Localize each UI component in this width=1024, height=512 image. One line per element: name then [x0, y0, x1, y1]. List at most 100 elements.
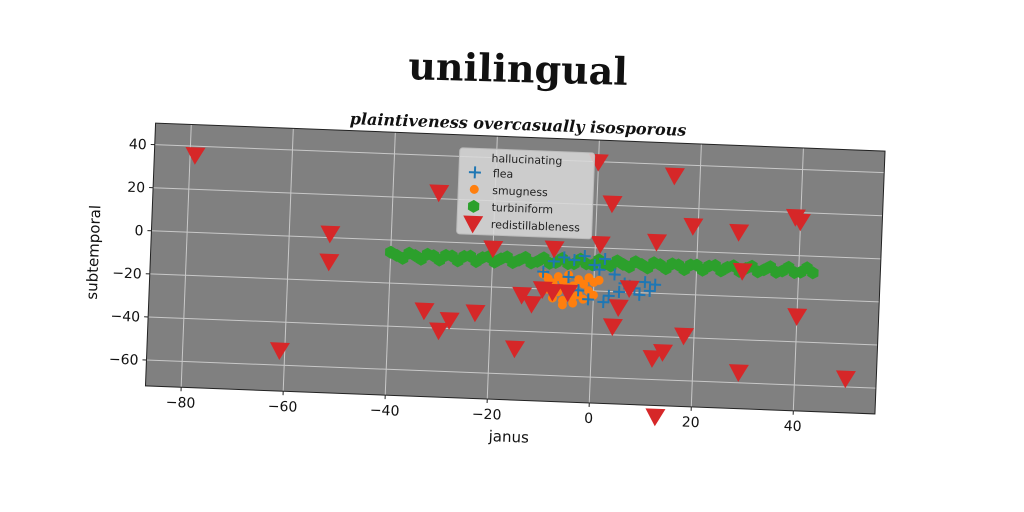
- axes-group: −80 −60 −40 −20 0 20 40 40 20 0 −20 −40 −60 janus s…: [83, 122, 886, 447]
- legend-label-turbiniform: turbiniform: [491, 201, 553, 216]
- y-tick-label: 20: [127, 180, 145, 197]
- flea-point: [537, 265, 550, 278]
- grid-lines: [146, 124, 885, 411]
- flea-point: [582, 293, 595, 306]
- flea-point: [568, 253, 581, 267]
- redistillableness-point: [319, 253, 340, 272]
- flea-point: [597, 296, 610, 309]
- legend-box: [456, 147, 596, 240]
- x-tick-label: −20: [472, 406, 502, 423]
- flea-point: [598, 252, 612, 266]
- y-tick-label: 40: [129, 137, 147, 154]
- flea-point: [602, 289, 615, 302]
- legend-marker-smugness: [469, 184, 479, 194]
- series-redistillableness: [185, 146, 856, 427]
- series-smugness: [538, 269, 604, 310]
- legend-entry-redistillableness: redistillableness: [463, 215, 581, 234]
- y-tick-label: −20: [112, 265, 142, 282]
- redistillableness-point: [790, 213, 811, 232]
- redistillableness-point: [505, 340, 526, 359]
- redistillableness-point: [619, 280, 640, 298]
- legend-entry-flea: flea: [468, 166, 514, 181]
- flea-point: [608, 268, 621, 281]
- plot-frame: [144, 122, 886, 415]
- y-axis-label: subtemporal: [83, 205, 105, 300]
- turbiniform-point: [807, 266, 819, 280]
- redistillableness-point: [645, 408, 666, 427]
- redistillableness-point: [320, 225, 341, 244]
- x-tick-label: −60: [268, 399, 298, 416]
- redistillableness-point: [185, 146, 206, 165]
- redistillableness-point: [664, 167, 685, 186]
- flea-point: [649, 278, 662, 291]
- redistillableness-point: [642, 350, 663, 368]
- legend-label-redistillableness: redistillableness: [491, 218, 581, 234]
- legend-entry-turbiniform: turbiniform: [467, 199, 553, 216]
- redistillableness-point: [542, 283, 563, 302]
- redistillableness-point: [414, 302, 435, 321]
- redistillableness-point: [269, 342, 290, 361]
- redistillableness-point: [465, 304, 486, 323]
- flea-point: [578, 250, 591, 263]
- redistillableness-point: [429, 322, 450, 341]
- y-grid-line: [148, 316, 878, 346]
- smugness-point: [594, 275, 604, 285]
- redistillableness-point: [647, 233, 668, 252]
- x-grid-line: [792, 147, 804, 411]
- redistillableness-point: [439, 312, 460, 330]
- chart-title: unilingual: [408, 43, 629, 94]
- legend-label-smugness: smugness: [492, 184, 548, 199]
- y-tick-label: −60: [109, 352, 139, 369]
- redistillableness-point: [732, 262, 753, 281]
- flea-point: [633, 288, 646, 301]
- flea-point: [613, 285, 626, 298]
- x-tick-label: 40: [783, 418, 801, 435]
- y-grid-line: [146, 359, 876, 389]
- legend-entries: flea smugness turbiniform redistillablen…: [463, 166, 581, 234]
- legend-marker-turbiniform: [467, 199, 480, 213]
- legend-marker-redistillableness: [463, 215, 484, 234]
- x-tick-labels: −80 −60 −40 −20 0 20 40: [165, 387, 802, 435]
- legend-entry-smugness: smugness: [469, 184, 548, 199]
- series-turbiniform: [384, 245, 819, 280]
- legend: hallucinating flea smugness turbiniform: [456, 147, 596, 240]
- smugness-point: [558, 276, 568, 286]
- redistillableness-point: [602, 318, 623, 337]
- figure-group: unilingual plaintiveness overcasually is…: [83, 43, 886, 447]
- redistillableness-point: [608, 299, 629, 317]
- y-tick-label: −40: [110, 309, 140, 326]
- x-tick-label: 0: [584, 411, 594, 427]
- data-marks: [185, 146, 856, 427]
- legend-marker-flea: [468, 166, 481, 179]
- plot-area: [145, 123, 886, 414]
- redistillableness-point: [683, 217, 704, 236]
- flea-point: [643, 284, 656, 297]
- legend-marker-flea: [468, 166, 481, 179]
- y-tick-labels: 40 20 0 −20 −40 −60: [109, 137, 155, 369]
- x-grid-line: [690, 144, 702, 407]
- legend-title: hallucinating: [491, 152, 562, 168]
- redistillableness-point: [522, 295, 543, 314]
- smugness-point: [579, 279, 589, 289]
- smugness-point: [588, 290, 598, 300]
- y-tick-label: 0: [134, 223, 144, 239]
- x-tick-label: 20: [681, 415, 699, 432]
- redistillableness-point: [602, 195, 623, 214]
- flea-point: [562, 270, 575, 284]
- redistillableness-point: [835, 370, 856, 389]
- redistillableness-point: [544, 240, 565, 259]
- x-axis-label: janus: [487, 427, 529, 447]
- legend-marker-redistillableness: [463, 215, 484, 234]
- redistillableness-point: [429, 184, 450, 203]
- x-grid-line: [588, 140, 600, 403]
- legend-marker-smugness: [469, 184, 479, 194]
- x-tick-label: −40: [370, 403, 400, 420]
- smugness-point: [568, 298, 578, 308]
- y-grid-line: [151, 230, 881, 260]
- redistillableness-point: [729, 223, 750, 242]
- redistillableness-point: [483, 240, 504, 259]
- redistillableness-point: [590, 235, 611, 254]
- legend-marker-turbiniform: [467, 199, 480, 213]
- x-grid-line: [384, 132, 396, 396]
